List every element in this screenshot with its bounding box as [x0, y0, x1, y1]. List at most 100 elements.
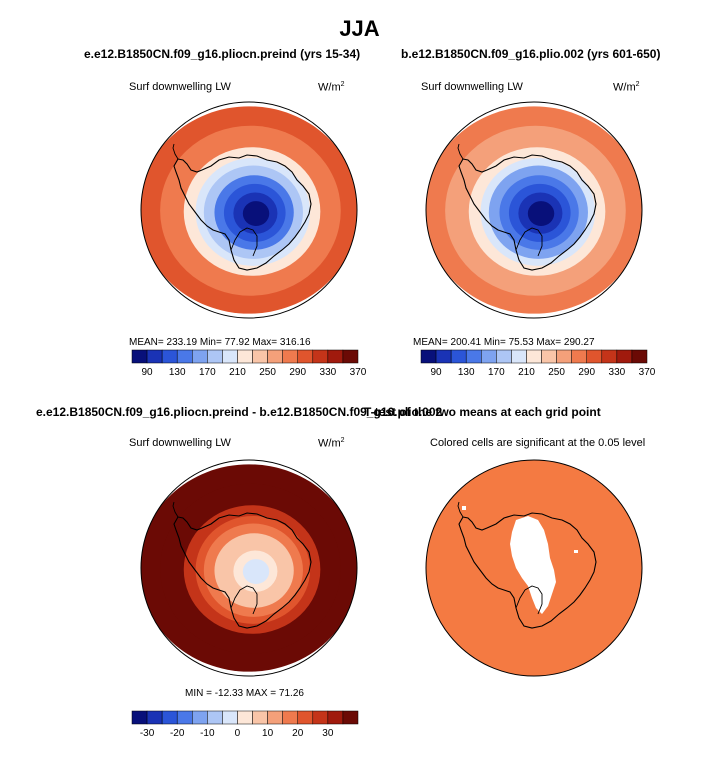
colorbar-swatch: [267, 349, 283, 364]
coastline: [173, 154, 312, 271]
colorbar-swatch: [616, 349, 633, 364]
colorbar-swatch: [237, 349, 253, 364]
panel-b-title: b.e12.B1850CN.f09_g16.plio.002 (yrs 601-…: [401, 47, 661, 61]
non-significant-cell: [574, 550, 578, 553]
colorbar-tick-label: -20: [170, 728, 185, 739]
colorbar-swatch: [161, 349, 178, 364]
colorbar-swatch: [435, 349, 452, 364]
panel-b-units: W/m2: [613, 81, 640, 94]
colorbar-tick-label: -10: [200, 728, 215, 739]
colorbar-tick-label: 210: [229, 367, 246, 378]
panel-c-stats: MIN = -12.33 MAX = 71.26: [185, 688, 304, 699]
colorbar-tick-label: 20: [292, 728, 304, 739]
ross-ice-shelf-line: [230, 585, 258, 615]
colorbar-swatch: [571, 349, 587, 364]
colorbar-swatch: [420, 349, 437, 364]
panel-c-units: W/m2: [318, 437, 345, 450]
colorbar-swatch: [631, 349, 648, 364]
panel-b-stats: MEAN= 200.41 Min= 75.53 Max= 290.27: [413, 337, 595, 348]
colorbar-tick-label: -30: [140, 728, 155, 739]
colorbar-tick-label: 250: [548, 367, 565, 378]
colorbar-swatch: [327, 349, 344, 364]
colorbar-tick-label: 30: [322, 728, 334, 739]
coastline: [458, 512, 597, 629]
colorbar-swatch: [252, 710, 268, 725]
colorbar-swatch: [222, 710, 238, 725]
panel-a-variable: Surf downwelling LW: [129, 81, 231, 93]
panel-b-map: [425, 101, 643, 319]
colorbar-swatch: [146, 349, 163, 364]
field-layer: [141, 464, 357, 672]
colorbar-tick-label: 170: [199, 367, 216, 378]
colorbar-tick-label: 0: [235, 728, 241, 739]
colorbar-tick-label: 290: [578, 367, 595, 378]
non-significant-cell: [462, 506, 466, 510]
panel-a-title: e.e12.B1850CN.f09_g16.pliocn.preind (yrs…: [84, 47, 361, 61]
colorbar-swatch: [131, 349, 148, 364]
panel-d-title: T-test of the two means at each grid poi…: [364, 405, 601, 419]
panel-d-map: [425, 459, 643, 677]
contour-band: [527, 201, 555, 226]
non-significant-area: [510, 516, 556, 614]
panel-c-title: e.e12.B1850CN.f09_g16.pliocn.preind - b.…: [36, 405, 443, 419]
colorbar-swatch: [252, 349, 268, 364]
colorbar-swatch: [237, 710, 253, 725]
ross-ice-shelf-line: [230, 227, 258, 257]
colorbar-swatch: [297, 710, 314, 725]
colorbar-swatch: [541, 349, 557, 364]
peninsula-line: [457, 501, 464, 518]
colorbar-swatch: [176, 349, 193, 364]
panel-b-variable: Surf downwelling LW: [421, 81, 523, 93]
colorbar-tick-label: 290: [289, 367, 306, 378]
peninsula-line: [172, 143, 179, 160]
colorbar-tick-label: 130: [169, 367, 186, 378]
panel-a-colorbar: 90 130 170 210 250 290 330 370: [131, 349, 367, 378]
map-border: [425, 101, 643, 319]
colorbar-swatch: [161, 710, 178, 725]
colorbar-tick-label: 210: [518, 367, 535, 378]
colorbar-tick-label: 330: [609, 367, 626, 378]
colorbar-swatch: [267, 710, 283, 725]
panel-c-colorbar: -30 -20 -10 0 10 20 30: [131, 710, 359, 739]
colorbar-tick-label: 370: [639, 367, 656, 378]
colorbar-swatch: [176, 710, 193, 725]
contour-band: [242, 201, 270, 226]
contour-band: [242, 559, 270, 584]
panel-c-variable: Surf downwelling LW: [129, 437, 231, 449]
colorbar-swatch: [526, 349, 542, 364]
colorbar-swatch: [511, 349, 527, 364]
map-border: [425, 459, 643, 677]
coastline: [173, 512, 312, 629]
colorbar-tick-label: 10: [262, 728, 274, 739]
colorbar-tick-label: 90: [431, 367, 443, 378]
main-title: JJA: [339, 16, 380, 41]
colorbar-tick-label: 370: [350, 367, 367, 378]
colorbar-swatch: [222, 349, 238, 364]
colorbar-swatch: [450, 349, 467, 364]
colorbar-swatch: [342, 710, 359, 725]
colorbar-swatch: [297, 349, 314, 364]
significance-layer: [426, 460, 642, 676]
colorbar-swatch: [282, 349, 298, 364]
field-layer: [141, 106, 357, 314]
colorbar-swatch: [481, 349, 497, 364]
colorbar-swatch: [207, 710, 223, 725]
colorbar-tick-label: 130: [458, 367, 475, 378]
colorbar-swatch: [556, 349, 572, 364]
panel-d-subtitle: Colored cells are significant at the 0.0…: [430, 437, 646, 449]
colorbar-swatch: [586, 349, 603, 364]
field-layer: [426, 106, 642, 314]
colorbar-swatch: [465, 349, 482, 364]
map-border: [140, 101, 358, 319]
coastline: [458, 154, 597, 271]
colorbar-swatch: [496, 349, 512, 364]
colorbar-tick-label: 170: [488, 367, 505, 378]
colorbar-swatch: [207, 349, 223, 364]
colorbar-swatch: [282, 710, 298, 725]
panel-c-map: [140, 459, 358, 677]
colorbar-swatch: [342, 349, 359, 364]
panel-a-map: [140, 101, 358, 319]
colorbar-swatch: [131, 710, 148, 725]
colorbar-swatch: [327, 710, 344, 725]
panel-b-colorbar: 90 130 170 210 250 290 330 370: [420, 349, 656, 378]
